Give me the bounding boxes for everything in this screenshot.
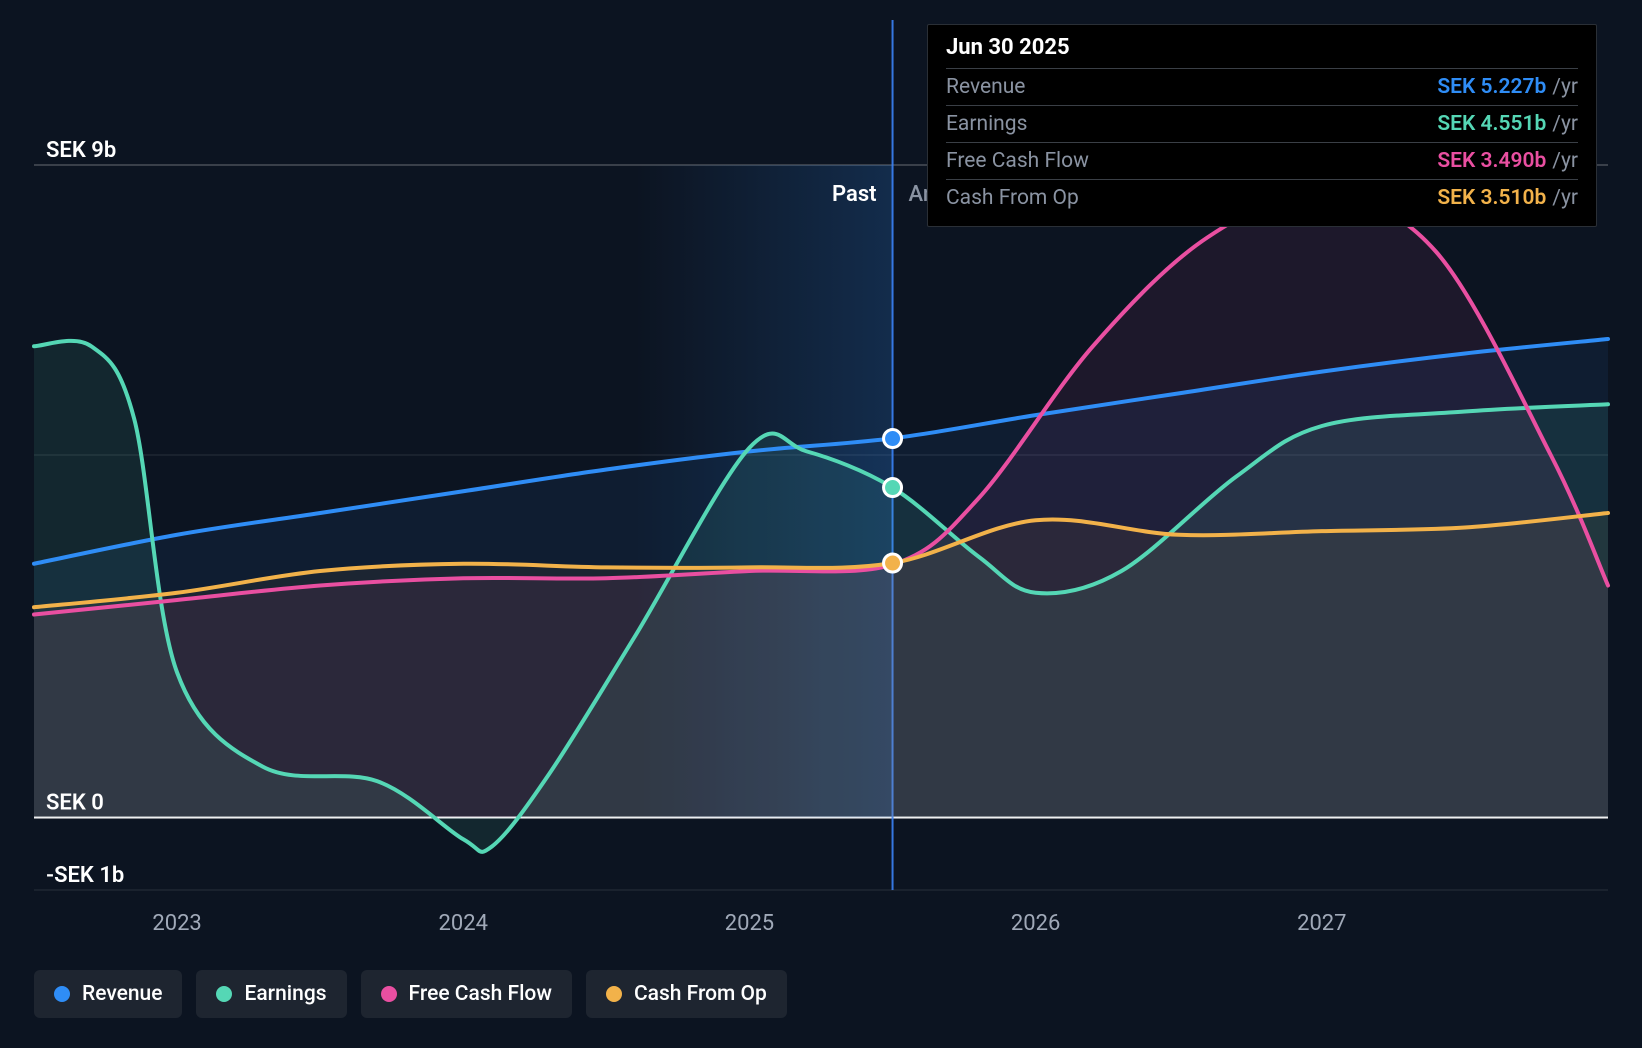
tooltip-row-unit: /yr: [1552, 75, 1578, 99]
legend-item[interactable]: Cash From Op: [586, 970, 787, 1018]
hover-tooltip: Jun 30 2025 Revenue SEK 5.227b/yr Earnings…: [927, 24, 1597, 227]
legend-label: Earnings: [244, 982, 326, 1006]
tooltip-row-label: Free Cash Flow: [946, 149, 1397, 173]
legend-label: Free Cash Flow: [409, 982, 552, 1006]
series-legend: Revenue Earnings Free Cash Flow Cash From O…: [34, 970, 787, 1018]
legend-dot-icon: [216, 986, 232, 1002]
legend-item[interactable]: Earnings: [196, 970, 346, 1018]
tooltip-row-value: SEK 4.551b/yr: [1437, 112, 1578, 136]
tooltip-row-unit: /yr: [1552, 112, 1578, 136]
x-axis-label: 2026: [1011, 911, 1060, 936]
cursor-marker-cfo: [884, 554, 902, 572]
legend-item[interactable]: Revenue: [34, 970, 182, 1018]
tooltip-row-unit: /yr: [1552, 186, 1578, 210]
tooltip-row: Revenue SEK 5.227b/yr: [946, 68, 1578, 105]
y-axis-label: SEK 9b: [46, 138, 116, 163]
y-axis-label: -SEK 1b: [46, 863, 124, 888]
legend-dot-icon: [381, 986, 397, 1002]
y-axis-label: SEK 0: [46, 791, 104, 816]
tooltip-row-label: Earnings: [946, 112, 1397, 136]
tooltip-row: Earnings SEK 4.551b/yr: [946, 105, 1578, 142]
x-axis-label: 2023: [152, 911, 201, 936]
past-label: Past: [832, 182, 877, 207]
tooltip-row-value: SEK 3.490b/yr: [1437, 149, 1578, 173]
tooltip-date: Jun 30 2025: [946, 35, 1578, 68]
tooltip-row-value: SEK 3.510b/yr: [1437, 186, 1578, 210]
cursor-marker-earnings: [884, 479, 902, 497]
legend-label: Cash From Op: [634, 982, 767, 1006]
tooltip-row: Free Cash Flow SEK 3.490b/yr: [946, 142, 1578, 179]
tooltip-row: Cash From Op SEK 3.510b/yr: [946, 179, 1578, 216]
x-axis-label: 2024: [439, 911, 488, 936]
legend-label: Revenue: [82, 982, 162, 1006]
tooltip-row-label: Revenue: [946, 75, 1397, 99]
tooltip-row-unit: /yr: [1552, 149, 1578, 173]
legend-item[interactable]: Free Cash Flow: [361, 970, 572, 1018]
x-axis-label: 2025: [725, 911, 774, 936]
financials-forecast-chart: SEK 9b SEK 0 -SEK 1b 2023 2024 2025 2026 2027 Pa…: [0, 0, 1642, 1048]
legend-dot-icon: [606, 986, 622, 1002]
legend-dot-icon: [54, 986, 70, 1002]
cursor-marker-revenue: [884, 430, 902, 448]
tooltip-row-label: Cash From Op: [946, 186, 1397, 210]
tooltip-row-value: SEK 5.227b/yr: [1437, 75, 1578, 99]
x-axis-label: 2027: [1297, 911, 1346, 936]
